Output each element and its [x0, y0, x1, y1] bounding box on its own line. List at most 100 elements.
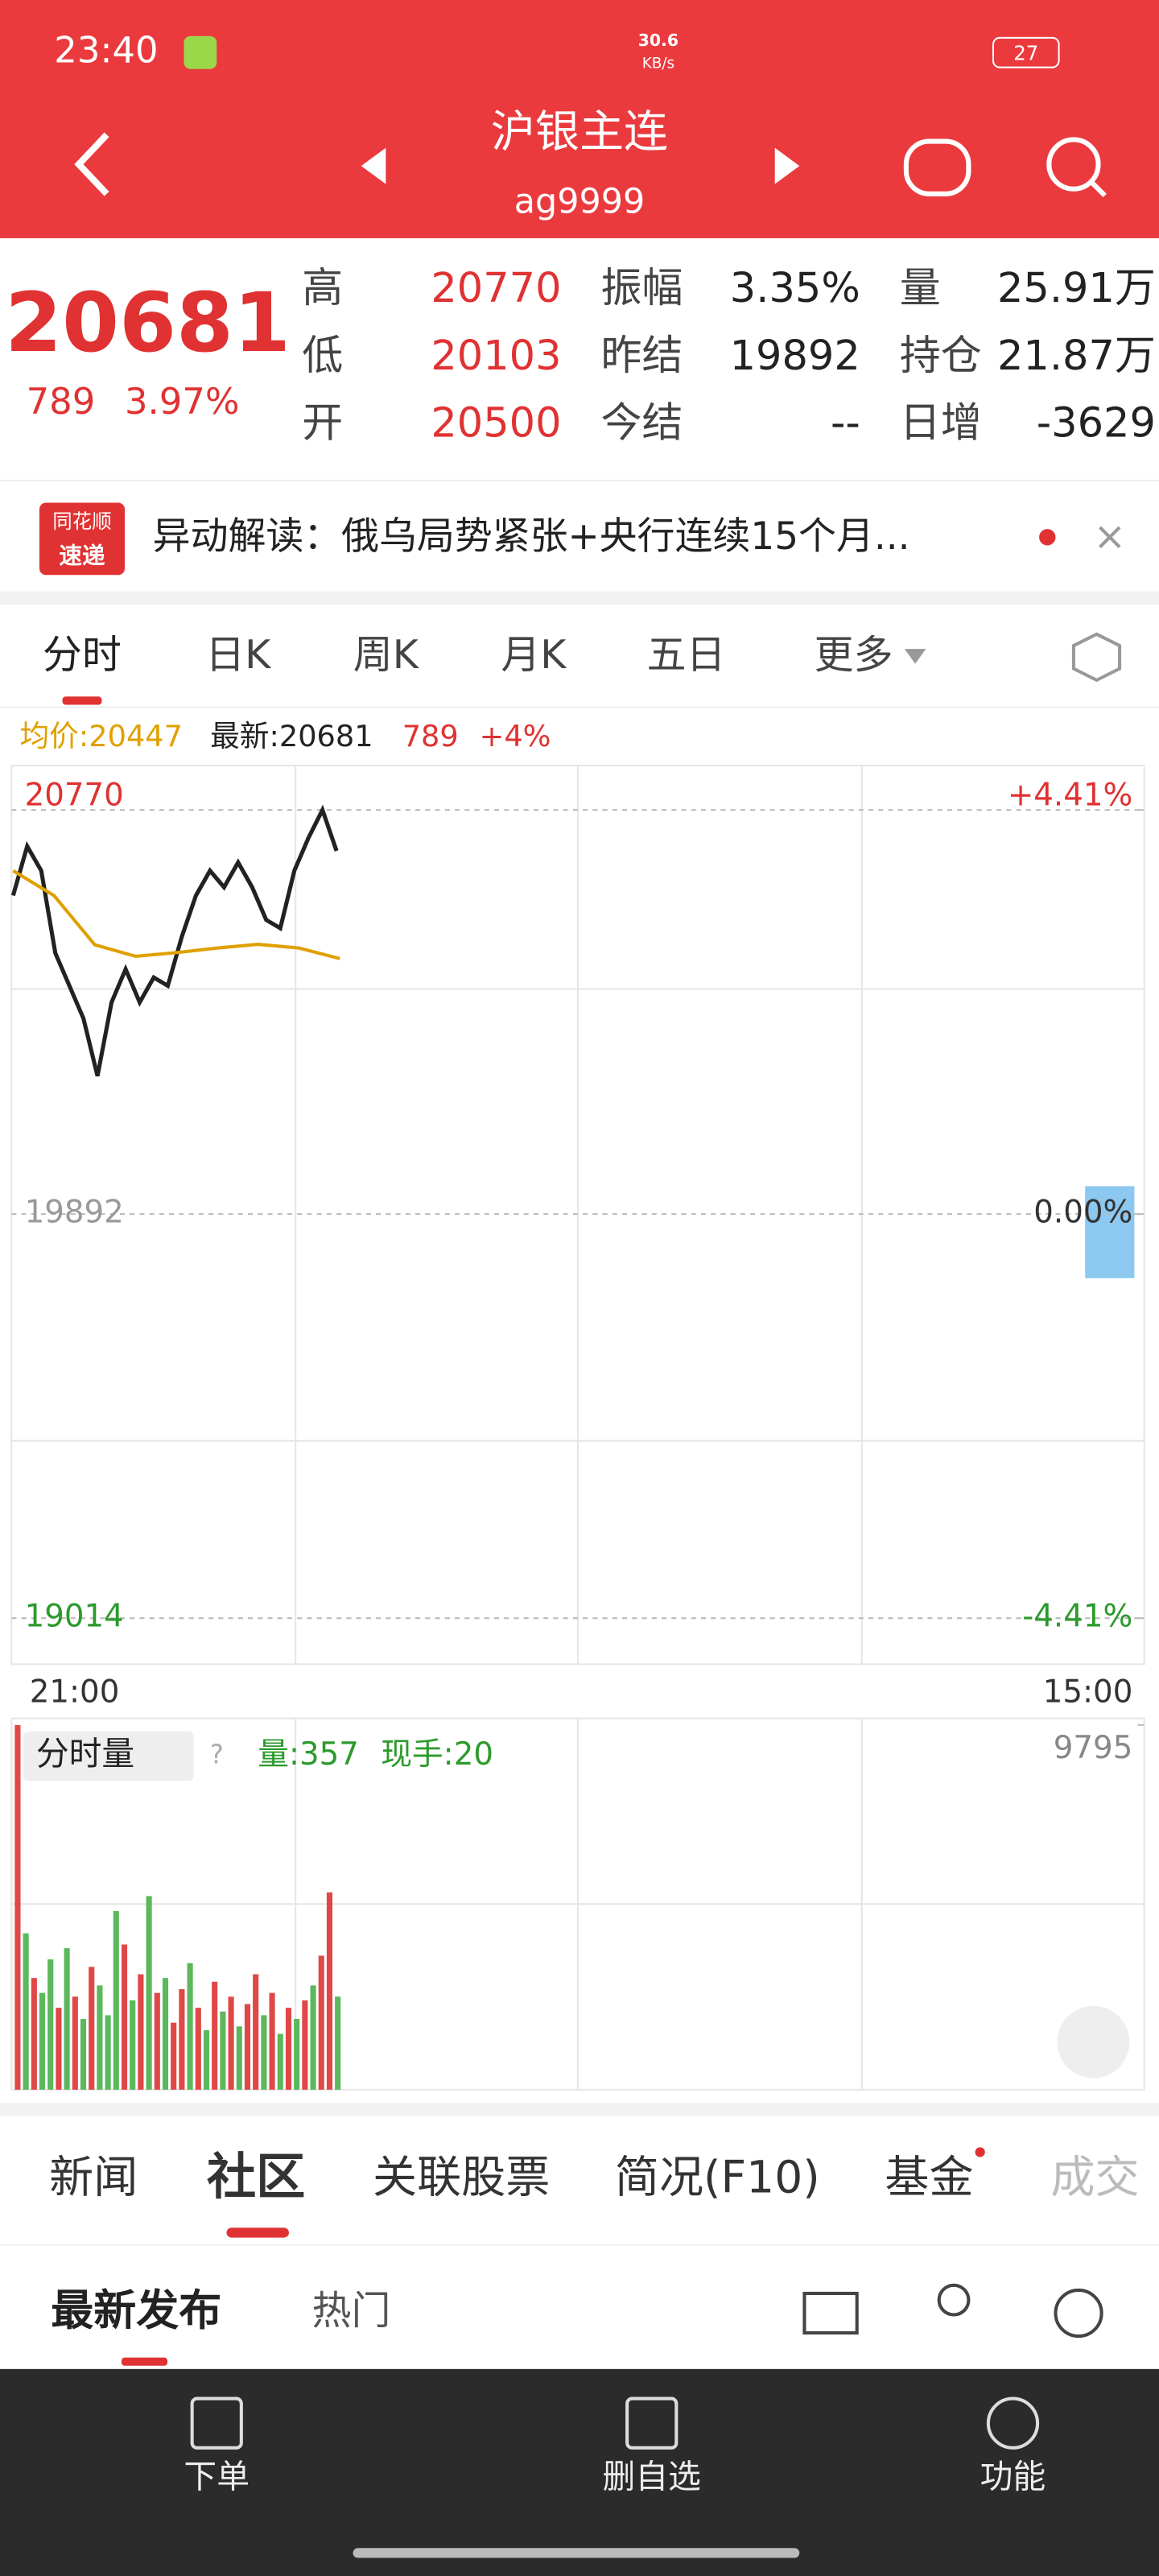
stat-label: 高 [302, 265, 343, 312]
close[interactable] [1099, 526, 1121, 549]
sub-tab[interactable]: 热门 [312, 2288, 391, 2334]
change: 789 [27, 380, 96, 423]
nav-label[interactable]: 删自选 [603, 2458, 701, 2496]
gap [0, 591, 1159, 605]
y2-tick-label: 0.00% [1033, 1195, 1132, 1231]
charge-icon [184, 35, 217, 69]
refresh[interactable] [1054, 2288, 1103, 2339]
badge-top: 同花顺 [52, 510, 111, 533]
badge-bottom: 速递 [59, 542, 105, 569]
home-bar [353, 2548, 800, 2558]
volume-bar [113, 1910, 119, 2090]
mail[interactable] [802, 2291, 859, 2334]
stat-label: 昨结 [601, 332, 683, 380]
sub-tab[interactable]: 最新发布 [51, 2285, 221, 2335]
divider [0, 479, 1159, 481]
robot[interactable] [903, 138, 971, 196]
volume-bar [326, 1892, 333, 2090]
dot [975, 2147, 985, 2157]
volume-bar [179, 1989, 185, 2090]
volume-bar [285, 2008, 292, 2090]
volume-bar [121, 1944, 128, 2090]
x-label: 15:00 [1043, 1674, 1133, 1711]
volume-bar [318, 1955, 324, 2090]
period-tab[interactable]: 更多 [815, 632, 893, 678]
y-tick-label: 9795 [1054, 1730, 1133, 1766]
volume-bar [171, 2022, 177, 2090]
stat-label: 开 [302, 400, 343, 448]
nav-icon [190, 2396, 243, 2450]
volume-bar [212, 1981, 218, 2090]
volume-bar [105, 2015, 111, 2090]
side-handle[interactable] [1085, 1186, 1135, 1278]
back[interactable] [74, 132, 109, 196]
volume-bar [64, 1948, 70, 2090]
legend: 最新:20681 [210, 719, 373, 753]
settings[interactable] [1071, 632, 1122, 683]
prev[interactable] [361, 147, 386, 184]
y-tick-label: 20770 [25, 777, 124, 813]
help[interactable]: ? [210, 1740, 224, 1770]
volume-bar [97, 1985, 103, 2090]
stat-value: -3629 [1037, 400, 1156, 448]
content-tab[interactable]: 成交 [1050, 2151, 1139, 2202]
volume-bar [335, 1996, 341, 2090]
stat-value: 3.35% [730, 265, 860, 312]
volume-bar [269, 1992, 275, 2090]
stat-value: 20500 [431, 400, 561, 448]
next[interactable] [774, 147, 800, 184]
volume-bar [72, 1996, 78, 2090]
stat-value: -- [831, 400, 860, 448]
dropdown [904, 649, 926, 664]
legend: 均价:20447 [19, 719, 183, 753]
divider [0, 2244, 1159, 2246]
news-badge [39, 502, 126, 576]
content-tab[interactable]: 关联股票 [373, 2151, 550, 2202]
code: ag9999 [514, 182, 645, 222]
search[interactable] [1046, 137, 1101, 192]
nav-label[interactable]: 功能 [980, 2458, 1046, 2496]
content-tab[interactable]: 简况(F10) [615, 2151, 820, 2202]
content-tab[interactable]: 社区 [207, 2149, 305, 2206]
dot [1039, 529, 1056, 546]
content-tab[interactable]: 基金 [885, 2151, 973, 2202]
news-text[interactable]: 异动解读：俄乌局势紧张+央行连续15个月... [153, 514, 910, 559]
gap [0, 2103, 1159, 2116]
volume-bar [89, 1967, 95, 2090]
period-tab[interactable]: 日K [205, 632, 272, 678]
volume-bar [56, 2008, 62, 2090]
volume-bar [146, 1896, 152, 2090]
volume-bar [23, 1933, 29, 2090]
volume-bar [253, 1974, 259, 2090]
battery [992, 36, 1060, 68]
period-tab[interactable]: 月K [501, 632, 567, 678]
fullscreen[interactable] [1057, 2005, 1130, 2079]
nav-icon [625, 2396, 678, 2450]
volume-bar [187, 1963, 193, 2090]
volume-bar [195, 2008, 201, 2090]
volume-bar [203, 2029, 210, 2090]
vol-info: 量:357 [258, 1736, 359, 1773]
nav-label[interactable]: 下单 [184, 2458, 250, 2496]
vol-selector[interactable] [23, 1732, 194, 1781]
stat-value: 25.91万 [997, 265, 1156, 312]
y-tick-label: 19892 [25, 1195, 124, 1231]
volume-bar [130, 2000, 136, 2090]
content-tab[interactable]: 新闻 [49, 2151, 138, 2202]
stat-label: 今结 [601, 400, 683, 448]
search-handle [1090, 180, 1107, 198]
avg-line [12, 869, 340, 960]
period-tab[interactable]: 分时 [43, 632, 122, 678]
period-tab[interactable]: 周K [353, 632, 420, 678]
price: 20681 [5, 275, 291, 371]
change-pct: 3.97% [125, 380, 240, 423]
volume-bar [261, 2015, 267, 2090]
user[interactable] [937, 2283, 971, 2317]
clock: 23:40 [54, 28, 158, 71]
vol-title: 分时量 [36, 1735, 134, 1773]
nav-icon [986, 2396, 1040, 2450]
volume-bar [31, 1978, 37, 2090]
volume-bar [154, 1992, 160, 2090]
stat-label: 量 [900, 265, 941, 312]
period-tab[interactable]: 五日 [647, 632, 726, 678]
